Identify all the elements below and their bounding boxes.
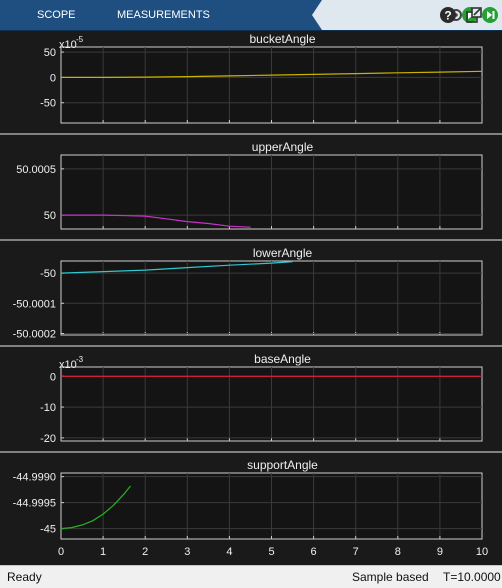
- step-forward-icon[interactable]: [480, 5, 500, 25]
- y-tick-label: -20: [40, 433, 56, 445]
- exponent-power: -3: [76, 355, 84, 364]
- axes-baseAngle: 0 -10 -20 baseAngle x10 -3: [0, 345, 502, 445]
- y-tick-label: 50.0005: [16, 164, 56, 176]
- tab-scope[interactable]: SCOPE: [37, 9, 76, 21]
- x-tick-label: 7: [353, 546, 359, 558]
- series-line: [61, 70, 483, 79]
- axes-title: baseAngle: [254, 352, 311, 366]
- x-tick-label: 9: [437, 546, 443, 558]
- y-tick-label: -50.0002: [13, 328, 56, 340]
- y-tick-label: -45: [40, 524, 56, 536]
- status-bar: Ready Sample based T=10.0000: [0, 565, 502, 588]
- x-tick-label: 4: [226, 546, 232, 558]
- sample-mode: Sample based: [352, 570, 429, 584]
- y-tick-label: -50: [40, 98, 56, 110]
- axes-title: supportAngle: [247, 458, 318, 472]
- y-tick-label: -10: [40, 402, 56, 414]
- exponent-power: -5: [76, 35, 84, 44]
- y-tick-label: -44.9995: [13, 498, 56, 510]
- undock-icon[interactable]: [464, 5, 484, 25]
- x-tick-label: 1: [100, 546, 106, 558]
- exponent-label: x10: [59, 359, 77, 371]
- x-tick-label: 6: [311, 546, 317, 558]
- x-tick-label: 3: [184, 546, 190, 558]
- x-tick-label: 0: [58, 546, 64, 558]
- status-text: Ready: [7, 570, 42, 584]
- axes-upperAngle: 50.0005 50 upperAngle: [0, 133, 502, 230]
- y-tick-label: -50: [40, 268, 56, 280]
- axes-title: lowerAngle: [253, 246, 313, 260]
- axes-title: upperAngle: [252, 140, 314, 154]
- y-tick-label: -44.9990: [13, 472, 56, 484]
- y-tick-label: 50: [44, 210, 56, 222]
- x-tick-label: 8: [395, 546, 401, 558]
- scope-display: 50 0 -50 bucketAngle x10 -5 50.0005 50 upperAngl…: [0, 31, 502, 565]
- axes-lowerAngle: -50 -50.0001 -50.0002 lowerAngle: [0, 239, 502, 340]
- axes-supportAngle: -44.9990 -44.9995 -45 supportAngle 0 1 2 3 4 5 6 7 8…: [0, 451, 502, 558]
- help-icon[interactable]: ?: [438, 5, 458, 25]
- axes-bucketAngle: 50 0 -50 bucketAngle x10 -5: [40, 32, 483, 124]
- svg-text:?: ?: [444, 9, 451, 23]
- series-line: [60, 485, 131, 530]
- x-tick-label: 10: [476, 546, 488, 558]
- series-line: [61, 214, 251, 228]
- simulation-controls: [312, 0, 502, 30]
- series-line: [60, 261, 293, 274]
- axes-title: bucketAngle: [249, 32, 315, 46]
- y-tick-label: -50.0001: [13, 298, 56, 310]
- exponent-label: x10: [59, 39, 77, 51]
- x-tick-label: 2: [142, 546, 148, 558]
- y-tick-label: 0: [50, 72, 56, 84]
- y-tick-label: 50: [44, 47, 56, 59]
- y-tick-label: 0: [50, 371, 56, 383]
- x-tick-label: 5: [268, 546, 274, 558]
- sim-time: T=10.0000: [443, 570, 501, 584]
- tab-measurements[interactable]: MEASUREMENTS: [117, 9, 210, 21]
- toolbar: SCOPE MEASUREMENTS ?: [0, 0, 502, 31]
